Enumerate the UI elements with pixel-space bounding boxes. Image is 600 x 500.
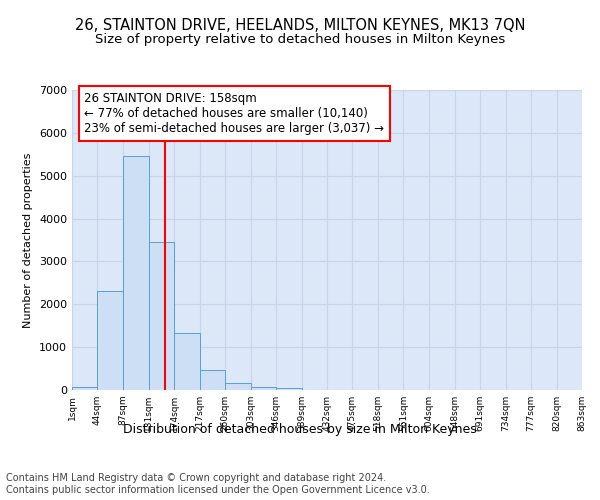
Text: 26, STAINTON DRIVE, HEELANDS, MILTON KEYNES, MK13 7QN: 26, STAINTON DRIVE, HEELANDS, MILTON KEY…: [75, 18, 525, 32]
Text: Size of property relative to detached houses in Milton Keynes: Size of property relative to detached ho…: [95, 32, 505, 46]
Bar: [123, 156, 149, 390]
Bar: [175, 334, 200, 390]
Bar: [72, 387, 97, 390]
Text: 26 STAINTON DRIVE: 158sqm
← 77% of detached houses are smaller (10,140)
23% of s: 26 STAINTON DRIVE: 158sqm ← 77% of detac…: [85, 92, 385, 135]
Bar: [97, 292, 123, 390]
Bar: [200, 370, 225, 390]
Bar: [149, 242, 175, 390]
Text: Contains HM Land Registry data © Crown copyright and database right 2024.
Contai: Contains HM Land Registry data © Crown c…: [6, 474, 430, 495]
Y-axis label: Number of detached properties: Number of detached properties: [23, 152, 34, 328]
Text: Distribution of detached houses by size in Milton Keynes: Distribution of detached houses by size …: [123, 422, 477, 436]
Bar: [251, 386, 276, 390]
Bar: [276, 388, 302, 390]
Bar: [225, 384, 251, 390]
